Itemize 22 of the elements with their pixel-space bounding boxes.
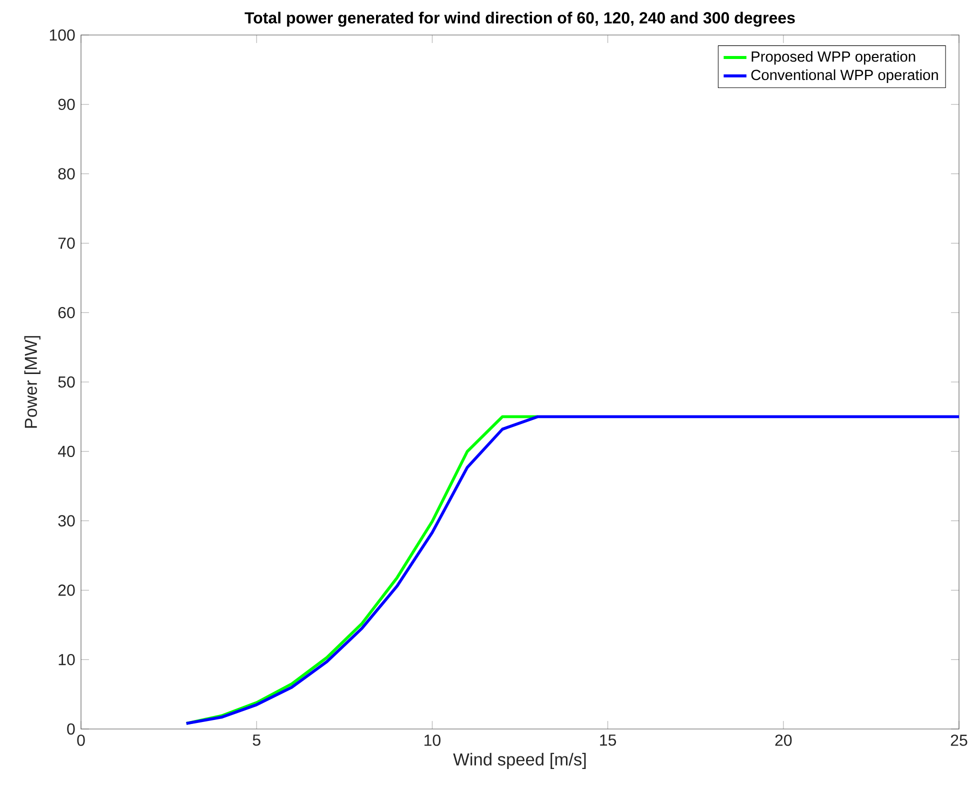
x-tick-label: 5 [252, 734, 260, 746]
x-tick-label: 20 [775, 734, 792, 746]
y-tick-label: 10 [58, 654, 75, 666]
x-tick-label: 10 [424, 734, 440, 746]
y-tick-label: 0 [67, 723, 75, 735]
y-tick-label: 80 [58, 168, 75, 180]
x-axis-title: Wind speed [m/s] [453, 752, 586, 770]
y-axis-title: Power [MW] [24, 336, 40, 428]
y-tick-label: 60 [58, 306, 75, 318]
chart-title: Total power generated for wind direction of 60, 120, 240 and 300 degrees [244, 12, 795, 27]
y-tick-label: 70 [58, 238, 75, 249]
legend-label: Conventional WPP operation [751, 69, 938, 84]
y-tick-label: 30 [58, 515, 75, 526]
y-tick-label: 50 [58, 376, 75, 388]
y-tick-label: 100 [50, 29, 75, 41]
x-tick-label: 0 [77, 734, 85, 746]
legend-label: Proposed WPP operation [752, 51, 916, 65]
y-tick-label: 90 [58, 98, 75, 110]
y-tick-label: 20 [58, 584, 75, 596]
x-tick-label: 25 [950, 734, 968, 746]
x-tick-label: 15 [600, 734, 616, 746]
y-tick-label: 40 [58, 446, 75, 458]
